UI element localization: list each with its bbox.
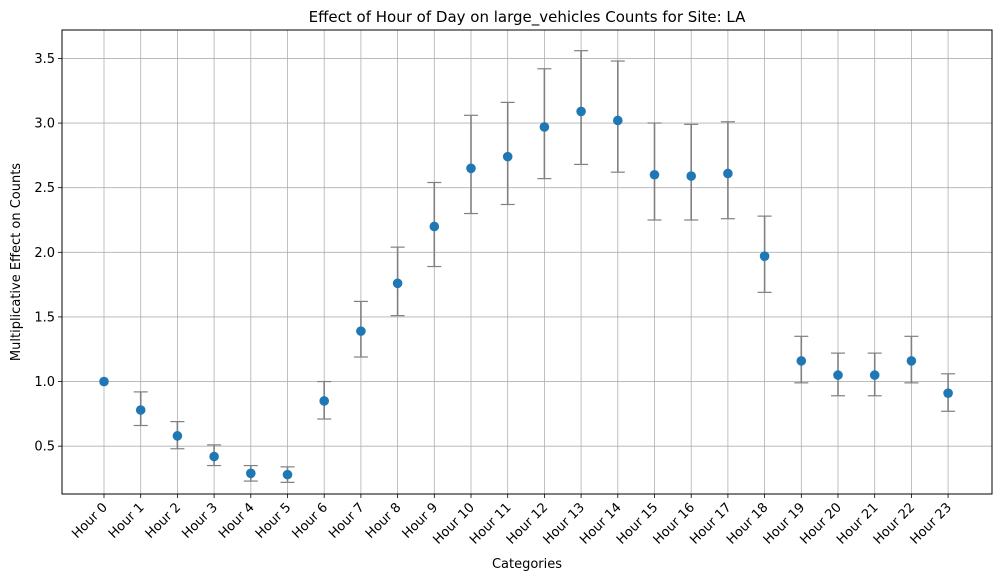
data-point (466, 163, 476, 174)
data-point (502, 151, 513, 162)
y-tick-label: 2.0 (34, 246, 55, 261)
data-point (649, 169, 660, 180)
data-point (723, 168, 733, 179)
plot-frame (61, 29, 993, 495)
y-tick-label: 3.5 (34, 52, 55, 67)
data-point (429, 221, 440, 232)
x-tick-label: Hour 2 (143, 500, 185, 542)
data-point (833, 370, 843, 380)
data-point (392, 278, 403, 289)
y-tick-label: 0.5 (34, 440, 55, 455)
y-tick-label: 3.0 (34, 117, 55, 132)
x-tick-label: Hour 0 (69, 500, 111, 542)
data-point (246, 468, 256, 479)
data-point (172, 431, 183, 441)
data-point (759, 251, 770, 261)
x-tick-label: Hour 3 (179, 500, 221, 542)
data-point (576, 106, 586, 117)
data-point (613, 115, 623, 126)
data-point (135, 405, 146, 415)
chart-title: Effect of Hour of Day on large_vehicles … (309, 8, 746, 27)
data-point (686, 171, 696, 181)
x-tick-label: Hour 4 (216, 500, 258, 542)
y-ticks: 0.5 1.0 1.5 2.0 2.5 3.0 3.5 (34, 52, 62, 455)
data-point (539, 122, 550, 132)
data-point (319, 396, 330, 406)
y-tick-label: 1.0 (34, 375, 55, 390)
data-point (356, 326, 366, 336)
y-tick-label: 1.5 (34, 310, 55, 325)
data-point (99, 376, 109, 387)
grid (62, 30, 992, 494)
data-point (869, 370, 880, 380)
error-bars (133, 50, 956, 483)
x-tick-label: Hour 8 (363, 500, 405, 542)
y-axis-label: Multiplicative Effect on Counts (9, 163, 24, 361)
data-point (906, 356, 917, 366)
data-point (282, 469, 293, 480)
x-axis-label: Categories (492, 557, 562, 572)
data-point (209, 451, 219, 462)
data-point (796, 356, 807, 366)
x-tick-label: Hour 6 (290, 500, 332, 542)
x-tick-label: Hour 7 (326, 500, 368, 542)
y-tick-label: 2.5 (34, 181, 55, 196)
data-points (99, 106, 953, 480)
x-tick-label: Hour 1 (106, 500, 148, 542)
x-tick-label: Hour 5 (253, 500, 295, 542)
data-point (943, 388, 953, 398)
